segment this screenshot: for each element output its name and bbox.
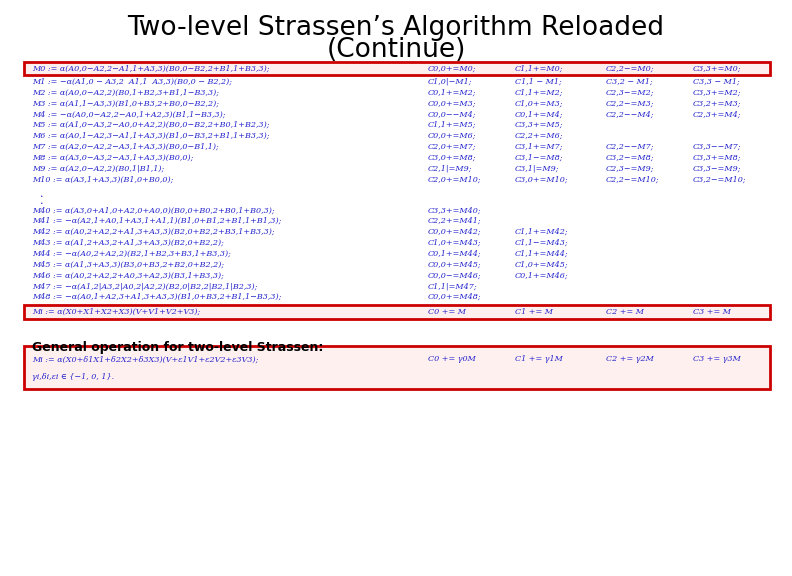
Text: M3 := α(A1,1−A3,3)(B1,0+B3,2+B0,0−B2,2);: M3 := α(A1,1−A3,3)(B1,0+B3,2+B0,0−B2,2);: [32, 100, 219, 107]
Text: C2,1|=M9;: C2,1|=M9;: [428, 164, 472, 172]
Text: C1,1+=M0;: C1,1+=M0;: [515, 65, 563, 73]
Text: M9 := α(A2,0−A2,2)(B0,1|B1,1);: M9 := α(A2,0−A2,2)(B0,1|B1,1);: [32, 164, 164, 172]
Text: C0,1+=M2;: C0,1+=M2;: [428, 89, 476, 97]
Text: M48 := −α(A0,1+A2,3+A1,3+A3,3)(B1,0+B3,2+B1,1−B3,3);: M48 := −α(A0,1+A2,3+A1,3+A3,3)(B1,0+B3,2…: [32, 293, 281, 301]
Bar: [24, 346, 770, 389]
Text: C3,3−=M9;: C3,3−=M9;: [693, 164, 741, 172]
Text: C0,0+=M42;: C0,0+=M42;: [428, 228, 482, 236]
Text: C2 += M: C2 += M: [606, 308, 644, 316]
Text: M43 := α(A1,2+A3,2+A1,3+A3,3)(B2,0+B2,2);: M43 := α(A1,2+A3,2+A1,3+A3,3)(B2,0+B2,2)…: [32, 238, 223, 247]
Text: C3,1|=M9;: C3,1|=M9;: [515, 164, 559, 172]
Text: M45 := α(A1,3+A3,3)(B3,0+B3,2+B2,0+B2,2);: M45 := α(A1,3+A3,3)(B3,0+B3,2+B2,0+B2,2)…: [32, 260, 224, 268]
Text: Mi := α(X0+δ1X1+δ2X2+δ3X3)(V+ε1V1+ε2V2+ε3V3);: Mi := α(X0+δ1X1+δ2X2+δ3X3)(V+ε1V1+ε2V2+ε…: [32, 355, 258, 363]
Text: C3,3+=M40;: C3,3+=M40;: [428, 206, 482, 214]
Bar: [24, 62, 770, 75]
Text: M46 := α(A0,2+A2,2+A0,3+A2,3)(B3,1+B3,3);: M46 := α(A0,2+A2,2+A0,3+A2,3)(B3,1+B3,3)…: [32, 271, 223, 279]
Text: C1,0+=M3;: C1,0+=M3;: [515, 100, 563, 107]
Text: C1,1+=M42;: C1,1+=M42;: [515, 228, 569, 236]
Text: C2,3−=M9;: C2,3−=M9;: [606, 164, 654, 172]
Text: C2 += γ2M: C2 += γ2M: [606, 355, 653, 363]
Text: C1,1|=M47;: C1,1|=M47;: [428, 282, 478, 290]
Text: C3,3+=M0;: C3,3+=M0;: [693, 65, 741, 73]
Text: C3,2+=M3;: C3,2+=M3;: [693, 100, 741, 107]
Text: M47 := −α(A1,2|A3,2|A0,2|A2,2)(B2,0|B2,2|B2,1|B2,3);: M47 := −α(A1,2|A3,2|A0,2|A2,2)(B2,0|B2,2…: [32, 282, 257, 290]
Text: C1,1−=M43;: C1,1−=M43;: [515, 238, 569, 247]
Text: C1,0|−M1;: C1,0|−M1;: [428, 78, 472, 86]
Text: γi,δi,εi ∈ {−1, 0, 1}.: γi,δi,εi ∈ {−1, 0, 1}.: [32, 373, 114, 381]
Text: C2,2−−M7;: C2,2−−M7;: [606, 143, 654, 151]
Text: C3,2−=M10;: C3,2−=M10;: [693, 175, 747, 183]
Text: M10 := α(A3,1+A3,3)(B1,0+B0,0);: M10 := α(A3,1+A3,3)(B1,0+B0,0);: [32, 175, 173, 183]
Text: M5 := α(A1,0−A3,2−A0,0+A2,2)(B0,0−B2,2+B0,1+B2,3);: M5 := α(A1,0−A3,2−A0,0+A2,2)(B0,0−B2,2+B…: [32, 121, 269, 129]
Text: C2,2−−M4;: C2,2−−M4;: [606, 110, 654, 118]
Text: C3,1−=M8;: C3,1−=M8;: [515, 154, 563, 161]
Text: M7 := α(A2,0−A2,2−A3,1+A3,3)(B0,0−B1,1);: M7 := α(A2,0−A2,2−A3,1+A3,3)(B0,0−B1,1);: [32, 143, 219, 151]
Text: C0,0+=M3;: C0,0+=M3;: [428, 100, 476, 107]
Text: C3 += γ3M: C3 += γ3M: [693, 355, 741, 363]
Text: C3,2 − M1;: C3,2 − M1;: [606, 78, 653, 86]
Text: C0,1+=M4;: C0,1+=M4;: [515, 110, 563, 118]
Text: C1,1 − M1;: C1,1 − M1;: [515, 78, 562, 86]
Text: C0 += M: C0 += M: [428, 308, 466, 316]
Text: C0 += γ0M: C0 += γ0M: [428, 355, 475, 363]
Text: Two-level Strassen’s Algorithm Reloaded: Two-level Strassen’s Algorithm Reloaded: [128, 15, 664, 41]
Text: C3 += M: C3 += M: [693, 308, 731, 316]
Text: C2,0+=M10;: C2,0+=M10;: [428, 175, 482, 183]
Text: C3,1+=M7;: C3,1+=M7;: [515, 143, 563, 151]
Text: C2,3+=M4;: C2,3+=M4;: [693, 110, 741, 118]
Text: M41 := −α(A2,1+A0,1+A3,1+A1,1)(B1,0+B1,2+B1,1+B1,3);: M41 := −α(A2,1+A0,1+A3,1+A1,1)(B1,0+B1,2…: [32, 217, 281, 225]
Text: C3,3 − M1;: C3,3 − M1;: [693, 78, 740, 86]
Text: General operation for two-level Strassen:: General operation for two-level Strassen…: [32, 340, 323, 354]
Text: C2,2−=M10;: C2,2−=M10;: [606, 175, 660, 183]
Text: C0,0−=M46;: C0,0−=M46;: [428, 271, 482, 279]
Text: C2,0+=M7;: C2,0+=M7;: [428, 143, 476, 151]
Text: C3,3+=M2;: C3,3+=M2;: [693, 89, 741, 97]
Text: C2,2+=M41;: C2,2+=M41;: [428, 217, 482, 225]
Text: .: .: [40, 189, 43, 199]
Text: C0,1+=M44;: C0,1+=M44;: [428, 249, 482, 257]
Text: C2,2−=M3;: C2,2−=M3;: [606, 100, 654, 107]
Text: C1,0+=M43;: C1,0+=M43;: [428, 238, 482, 247]
Text: C3,3−−M7;: C3,3−−M7;: [693, 143, 741, 151]
Text: C1,1+=M44;: C1,1+=M44;: [515, 249, 569, 257]
Text: Mi := α(X0+X1+X2+X3)(V+V1+V2+V3);: Mi := α(X0+X1+X2+X3)(V+V1+V2+V3);: [32, 308, 200, 316]
Text: M1 := −α(A1,0 − A3,2  A1,1  A3,3)(B0,0 − B2,2);: M1 := −α(A1,0 − A3,2 A1,1 A3,3)(B0,0 − B…: [32, 78, 232, 86]
Text: C0,0−−M4;: C0,0−−M4;: [428, 110, 476, 118]
Bar: [24, 305, 770, 319]
Text: C3,2−=M8;: C3,2−=M8;: [606, 154, 654, 161]
Text: C0,0+=M0;: C0,0+=M0;: [428, 65, 476, 73]
Text: C0,0+=M45;: C0,0+=M45;: [428, 260, 482, 268]
Text: C1,1+=M5;: C1,1+=M5;: [428, 121, 476, 129]
Text: .: .: [40, 196, 43, 206]
Text: C1,0+=M45;: C1,0+=M45;: [515, 260, 569, 268]
Text: M8 := α(A3,0−A3,2−A3,1+A3,3)(B0,0);: M8 := α(A3,0−A3,2−A3,1+A3,3)(B0,0);: [32, 154, 193, 161]
Text: C0,0+=M6;: C0,0+=M6;: [428, 132, 476, 140]
Text: C0,1+=M46;: C0,1+=M46;: [515, 271, 569, 279]
Text: M42 := α(A0,2+A2,2+A1,3+A3,3)(B2,0+B2,2+B3,1+B3,3);: M42 := α(A0,2+A2,2+A1,3+A3,3)(B2,0+B2,2+…: [32, 228, 274, 236]
Text: M40 := α(A3,0+A1,0+A2,0+A0,0)(B0,0+B0,2+B0,1+B0,3);: M40 := α(A3,0+A1,0+A2,0+A0,0)(B0,0+B0,2+…: [32, 206, 274, 214]
Text: C1 += γ1M: C1 += γ1M: [515, 355, 562, 363]
Text: C2,2−=M0;: C2,2−=M0;: [606, 65, 654, 73]
Text: C3,3+=M8;: C3,3+=M8;: [693, 154, 741, 161]
Text: C1 += M: C1 += M: [515, 308, 553, 316]
Text: C3,0+=M10;: C3,0+=M10;: [515, 175, 569, 183]
Text: M44 := −α(A0,2+A2,2)(B2,1+B2,3+B3,1+B3,3);: M44 := −α(A0,2+A2,2)(B2,1+B2,3+B3,1+B3,3…: [32, 249, 230, 257]
Text: M4 := −α(A0,0−A2,2−A0,1+A2,3)(B1,1−B3,3);: M4 := −α(A0,0−A2,2−A0,1+A2,3)(B1,1−B3,3)…: [32, 110, 225, 118]
Text: C3,3+=M5;: C3,3+=M5;: [515, 121, 563, 129]
Text: C3,0+=M8;: C3,0+=M8;: [428, 154, 476, 161]
Text: (Continue): (Continue): [326, 37, 466, 63]
Text: M6 := α(A0,1−A2,3−A1,1+A3,3)(B1,0−B3,2+B1,1+B3,3);: M6 := α(A0,1−A2,3−A1,1+A3,3)(B1,0−B3,2+B…: [32, 132, 269, 140]
Text: C1,1+=M2;: C1,1+=M2;: [515, 89, 563, 97]
Text: C2,2+=M6;: C2,2+=M6;: [515, 132, 563, 140]
Text: C0,0+=M48;: C0,0+=M48;: [428, 293, 482, 301]
Text: C2,3−=M2;: C2,3−=M2;: [606, 89, 654, 97]
Text: M0 := α(A0,0−A2,2−A1,1+A3,3)(B0,0−B2,2+B1,1+B3,3);: M0 := α(A0,0−A2,2−A1,1+A3,3)(B0,0−B2,2+B…: [32, 65, 269, 73]
Text: M2 := α(A0,0−A2,2)(B0,1+B2,3+B1,1−B3,3);: M2 := α(A0,0−A2,2)(B0,1+B2,3+B1,1−B3,3);: [32, 89, 219, 97]
